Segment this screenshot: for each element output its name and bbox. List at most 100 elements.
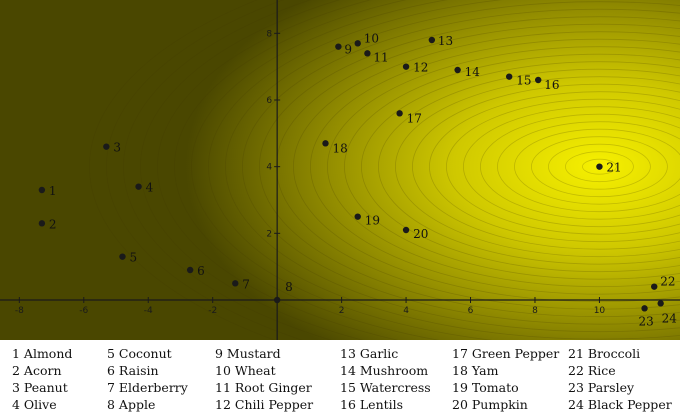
- data-point: [454, 66, 461, 74]
- data-point: [354, 40, 361, 47]
- y-tick-label: 8: [266, 29, 272, 39]
- legend-column-1: 1 Almond 2 Acorn 3 Peanut 4 Olive: [12, 345, 72, 413]
- legend-item: 14 Mushroom: [340, 363, 429, 378]
- contour-ring: [242, 8, 680, 325]
- point-label: 9: [344, 43, 352, 57]
- contour-ring: [89, 0, 276, 340]
- data-point: [135, 183, 142, 190]
- legend-item: 17 Green Pepper: [452, 346, 560, 361]
- data-point: [402, 63, 410, 70]
- point-label: 17: [407, 111, 422, 125]
- contour-ring: [429, 91, 680, 243]
- contour-ring: [225, 1, 680, 333]
- data-point: [596, 163, 603, 170]
- data-point: [657, 300, 664, 307]
- point-label: 2: [49, 217, 57, 231]
- legend-item: 20 Pumpkin: [452, 397, 528, 412]
- data-point: [119, 253, 126, 260]
- point-label: 20: [413, 227, 428, 241]
- legend-item: 2 Acorn: [12, 363, 62, 378]
- y-tick-label: 4: [266, 163, 272, 173]
- point-label: 7: [242, 277, 250, 291]
- data-point: [354, 213, 361, 220]
- point-label: 13: [438, 34, 453, 48]
- point-label: 6: [197, 264, 205, 278]
- data-point: [396, 110, 403, 117]
- legend-item: 7 Elderberry: [107, 380, 188, 395]
- data-point: [232, 280, 239, 287]
- contour-ring: [582, 158, 617, 175]
- data-point: [38, 220, 46, 227]
- data-point: [335, 43, 342, 50]
- data-point: [103, 143, 110, 150]
- contour-ring: [395, 76, 680, 258]
- point-label: 15: [516, 74, 531, 88]
- contour-ring: [361, 61, 680, 273]
- point-label: 12: [413, 61, 428, 75]
- legend-item: 23 Parsley: [568, 380, 635, 395]
- point-label: 10: [364, 31, 379, 45]
- point-label: 16: [544, 78, 559, 92]
- x-tick-label: 4: [403, 306, 409, 316]
- contour-ring: [157, 0, 399, 340]
- point-label: 14: [465, 65, 481, 79]
- contour-ring: [463, 106, 680, 228]
- contour-ring: [259, 16, 680, 318]
- contour-ring: [327, 46, 680, 288]
- contour-ring: [106, 0, 304, 340]
- legend-item: 18 Yam: [452, 363, 499, 378]
- legend-column-4: 13 Garlic 14 Mushroom 15 Watercress 16 L…: [340, 345, 431, 413]
- legend-item: 22 Rice: [568, 363, 616, 378]
- legend-column-3: 9 Mustard 10 Wheat 11 Root Ginger 12 Chi…: [215, 345, 313, 413]
- legend-column-2: 5 Coconut 6 Raisin 7 Elderberry 8 Apple: [107, 345, 188, 413]
- point-label: 18: [332, 141, 347, 155]
- legend-item: 6 Raisin: [107, 363, 159, 378]
- legend-item: 9 Mustard: [215, 346, 281, 361]
- contour-ring: [123, 0, 333, 340]
- legend-item: 11 Root Ginger: [215, 380, 312, 395]
- x-tick-label: 6: [468, 306, 474, 316]
- legend-item: 13 Garlic: [340, 346, 399, 361]
- point-label: 4: [146, 181, 154, 195]
- data-point: [364, 50, 371, 57]
- data-point: [402, 226, 410, 234]
- contour-ring: [174, 0, 440, 340]
- point-label: 3: [113, 141, 121, 155]
- x-tick-label: -6: [79, 306, 88, 316]
- y-tick-label: 2: [266, 229, 272, 239]
- point-label: 21: [606, 161, 621, 175]
- data-point: [534, 76, 542, 84]
- x-tick-label: -4: [144, 306, 153, 316]
- data-point: [651, 283, 658, 290]
- legend-item: 16 Lentils: [340, 397, 404, 412]
- data-point: [641, 305, 648, 312]
- legend-item: 10 Wheat: [215, 363, 276, 378]
- contour-ring: [140, 0, 364, 340]
- point-label: 19: [365, 214, 380, 228]
- point-label: 5: [129, 251, 137, 265]
- legend-item: 19 Tomato: [452, 380, 519, 395]
- legend-column-6: 21 Broccoli 22 Rice 23 Parsley 24 Black …: [568, 345, 672, 413]
- legend-item: 12 Chili Pepper: [215, 397, 314, 412]
- contour-ring: [565, 151, 634, 183]
- legend-item: 8 Apple: [107, 397, 156, 412]
- legend-column-5: 17 Green Pepper 18 Yam 19 Tomato 20 Pump…: [452, 345, 559, 413]
- x-tick-label: 2: [339, 306, 345, 316]
- contour-ring: [548, 143, 651, 190]
- data-point: [273, 296, 281, 304]
- contour-ring: [412, 83, 680, 250]
- x-tick-label: -2: [208, 306, 217, 316]
- contour-ring: [191, 0, 493, 340]
- contour-ring: [208, 0, 680, 340]
- legend-item: 24 Black Pepper: [568, 397, 672, 412]
- data-point: [322, 140, 329, 147]
- contour-ring: [378, 68, 680, 265]
- point-label: 8: [285, 280, 293, 294]
- legend-item: 3 Peanut: [12, 380, 68, 395]
- point-label: 24: [662, 311, 678, 325]
- point-label: 1: [49, 184, 57, 198]
- legend-item: 15 Watercress: [340, 380, 431, 395]
- data-point: [38, 186, 46, 194]
